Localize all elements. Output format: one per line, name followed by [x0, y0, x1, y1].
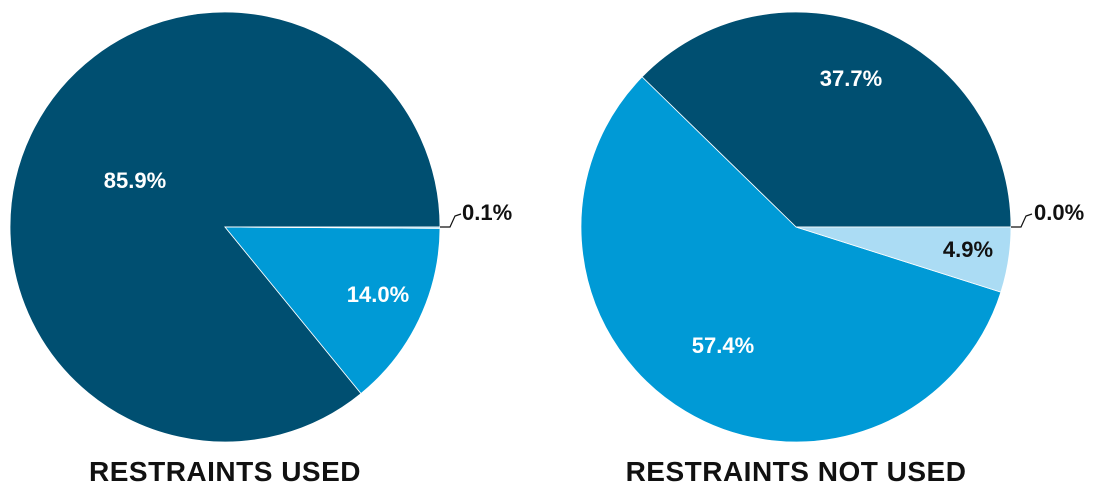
- chart-title-restraints-not-used: RESTRAINTS NOT USED: [626, 456, 967, 487]
- pie-chart-restraints-used: 85.9% 14.0% 0.1%: [9, 11, 512, 443]
- leader-line-restraints-not-used-3: [1011, 213, 1033, 228]
- leader-line-restraints-used-2: [440, 213, 462, 228]
- data-label-restraints-used-0: 85.9%: [104, 168, 166, 193]
- data-label-restraints-not-used-3: 0.0%: [1034, 200, 1084, 225]
- pie-slice-restraints-used-1: [224, 226, 441, 395]
- data-label-restraints-not-used-1: 57.4%: [692, 333, 754, 358]
- pie-chart-restraints-not-used: 37.7% 57.4% 4.9% 0.0%: [580, 11, 1084, 443]
- data-label-restraints-not-used-0: 37.7%: [820, 66, 882, 91]
- chart-title-restraints-used: RESTRAINTS USED: [89, 456, 361, 487]
- data-label-restraints-not-used-2: 4.9%: [943, 237, 993, 262]
- pie-slice-restraints-not-used-0: [641, 11, 1012, 228]
- pie-slice-restraints-not-used-1: [580, 76, 1002, 443]
- data-label-restraints-used-2: 0.1%: [462, 200, 512, 225]
- data-label-restraints-used-1: 14.0%: [347, 282, 409, 307]
